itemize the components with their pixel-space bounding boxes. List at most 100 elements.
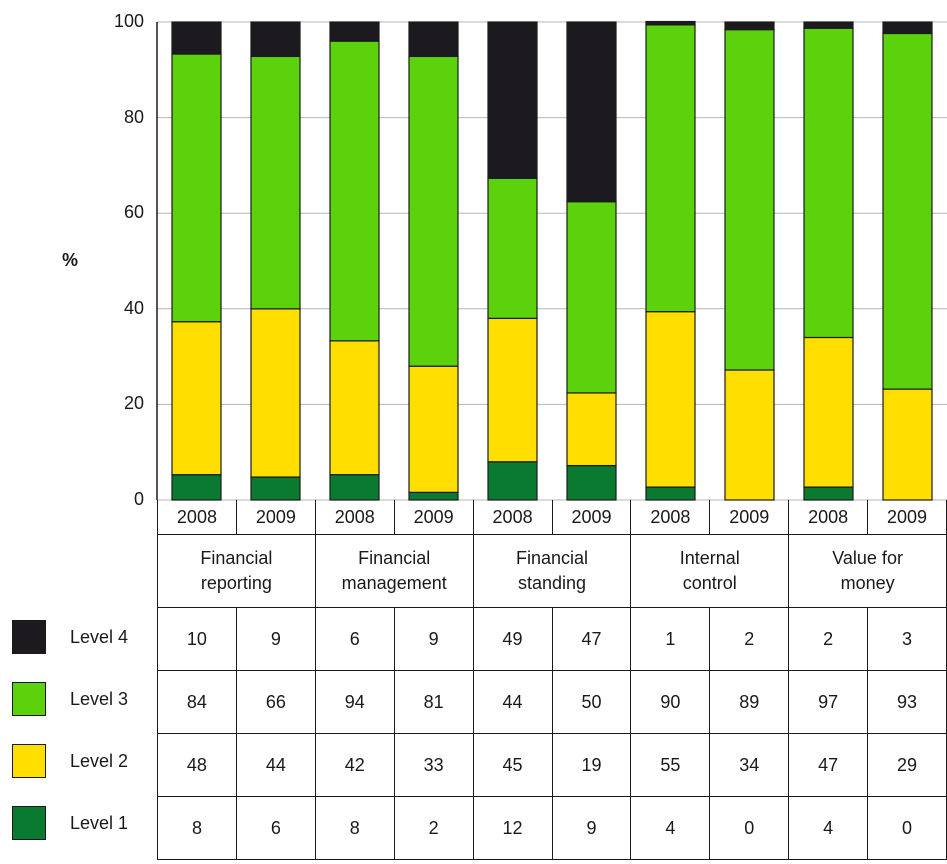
table-cell: 48 xyxy=(157,733,237,797)
bars xyxy=(171,20,933,501)
table-cell: 0 xyxy=(867,796,947,860)
legend-item: Level 3 xyxy=(12,681,128,717)
category-label: Value for money xyxy=(788,534,947,608)
category-label: Financial standing xyxy=(472,534,632,608)
legend-item: Level 2 xyxy=(12,743,128,779)
bar-segment-level-4 xyxy=(171,21,222,55)
category-label-line: standing xyxy=(517,573,587,593)
bar-segment-level-4 xyxy=(408,21,459,58)
bar-segment-level-3 xyxy=(171,53,222,323)
legend-label: Level 1 xyxy=(70,812,129,833)
table-cell: 8 xyxy=(314,796,395,860)
table-cell: 9 xyxy=(235,607,316,671)
table-cell: 45 xyxy=(472,733,553,797)
bar-segment-level-2 xyxy=(882,388,933,501)
bar-segment-level-4 xyxy=(250,21,301,58)
table-cell: 8 xyxy=(157,796,237,860)
bar-segment-level-2 xyxy=(645,311,696,488)
table-cell: 50 xyxy=(551,670,632,734)
table-cell: 4 xyxy=(788,796,869,860)
category-label-line: money xyxy=(840,573,895,593)
y-axis-label: % xyxy=(62,250,79,270)
bar-segment-level-1 xyxy=(250,476,301,501)
table-cell: 84 xyxy=(157,670,237,734)
y-tick-label: 100 xyxy=(113,11,144,31)
table-cell: 6 xyxy=(235,796,316,860)
bar-segment-level-2 xyxy=(408,365,459,493)
bar-segment-level-2 xyxy=(250,308,301,478)
bar-segment-level-4 xyxy=(566,21,617,203)
year-label: 2009 xyxy=(867,500,947,535)
bar-segment-level-2 xyxy=(803,336,854,488)
table-row: 84 66 94 81 44 50 90 89 97 93 xyxy=(157,670,947,734)
table-cell: 29 xyxy=(867,733,947,797)
year-label: 2008 xyxy=(314,500,395,535)
table-cell: 55 xyxy=(630,733,711,797)
bar-segment-level-3 xyxy=(645,24,696,313)
category-label-line: Financial xyxy=(358,548,431,568)
bar-segment-level-3 xyxy=(724,29,775,371)
bar-segment-level-1 xyxy=(487,461,538,501)
table-cell: 97 xyxy=(788,670,869,734)
legend-swatch xyxy=(12,682,46,716)
year-label: 2009 xyxy=(709,500,790,535)
legend-label: Level 2 xyxy=(70,750,129,771)
bar-segment-level-4 xyxy=(329,21,380,42)
bar-segment-level-4 xyxy=(724,21,775,31)
table-cell: 2 xyxy=(709,607,790,671)
bar-segment-level-4 xyxy=(803,21,854,29)
table-cell: 94 xyxy=(314,670,395,734)
table-cell: 10 xyxy=(157,607,237,671)
bar-segment-level-1 xyxy=(408,491,459,501)
bar-segment-level-2 xyxy=(171,321,222,476)
bar-segment-level-1 xyxy=(803,486,854,501)
category-label-line: control xyxy=(682,573,737,593)
bar-segment-level-4 xyxy=(882,21,933,35)
bar-segment-level-1 xyxy=(645,486,696,501)
year-label: 2008 xyxy=(472,500,553,535)
legend-swatch xyxy=(12,744,46,778)
legend-swatch xyxy=(12,806,46,840)
bar-segment-level-4 xyxy=(645,20,696,26)
y-tick-label: 20 xyxy=(123,393,144,414)
table-cell: 42 xyxy=(314,733,395,797)
table-cell: 44 xyxy=(472,670,553,734)
table-cell: 9 xyxy=(393,607,474,671)
table-cell: 44 xyxy=(235,733,316,797)
bar-segment-level-2 xyxy=(329,340,380,476)
table-cell: 1 xyxy=(630,607,711,671)
year-label: 2009 xyxy=(235,500,316,535)
table-cell: 81 xyxy=(393,670,474,734)
table-cell: 89 xyxy=(709,670,790,734)
table-cell: 9 xyxy=(551,796,632,860)
legend-label: Level 4 xyxy=(70,626,129,647)
table-cell: 93 xyxy=(867,670,947,734)
legend-label: Level 3 xyxy=(70,688,129,709)
category-label: Financial management xyxy=(314,534,474,608)
bar-segment-level-1 xyxy=(329,474,380,501)
stacked-bar-chart xyxy=(156,20,947,501)
category-label-line: reporting xyxy=(200,573,272,593)
table-cell: 12 xyxy=(472,796,553,860)
year-label: 2008 xyxy=(630,500,711,535)
category-label-line: management xyxy=(341,573,447,593)
category-label: Financial reporting xyxy=(157,534,316,608)
bar-segment-level-3 xyxy=(882,32,933,390)
table-cell: 47 xyxy=(551,607,632,671)
y-tick-label: 80 xyxy=(123,106,144,127)
table-row: 8 6 8 2 12 9 4 0 4 0 xyxy=(157,796,947,860)
table-cell: 34 xyxy=(709,733,790,797)
table-cell: 47 xyxy=(788,733,869,797)
bar-segment-level-3 xyxy=(803,27,854,339)
bar-segment-level-1 xyxy=(566,464,617,501)
y-tick-label: 60 xyxy=(123,202,144,223)
bar-segment-level-2 xyxy=(487,317,538,463)
year-label: 2009 xyxy=(551,500,632,535)
category-label-line: Financial xyxy=(515,548,589,568)
table-cell: 0 xyxy=(709,796,790,860)
legend-item: Level 1 xyxy=(12,805,128,841)
table-row: 48 44 42 33 45 19 55 34 47 29 xyxy=(157,733,947,797)
bar-segment-level-2 xyxy=(566,392,617,467)
legend-swatch xyxy=(12,620,46,654)
bar-segment-level-4 xyxy=(487,21,538,179)
